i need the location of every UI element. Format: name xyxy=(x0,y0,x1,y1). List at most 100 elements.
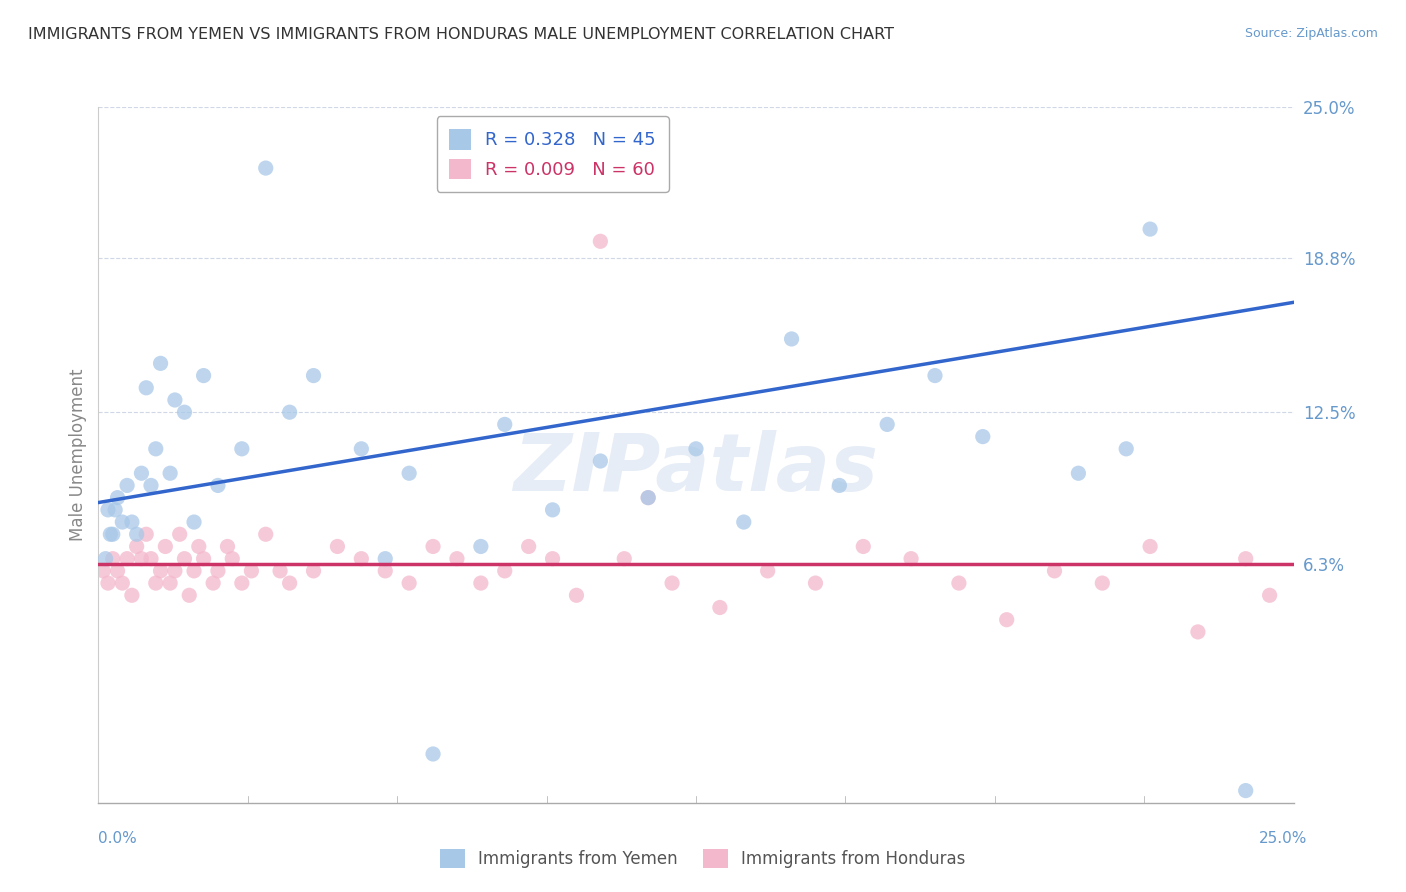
Point xyxy=(637,491,659,505)
Point xyxy=(139,551,162,566)
Point xyxy=(139,478,162,492)
Text: Source: ZipAtlas.com: Source: ZipAtlas.com xyxy=(1244,27,1378,40)
Point xyxy=(541,503,564,517)
Point xyxy=(254,161,277,175)
Point xyxy=(121,588,143,602)
Point xyxy=(613,551,636,566)
Point xyxy=(97,503,120,517)
Point xyxy=(145,576,167,591)
Point xyxy=(111,576,134,591)
Point xyxy=(852,540,875,554)
Point xyxy=(661,576,683,591)
Point xyxy=(470,540,492,554)
Point xyxy=(780,332,803,346)
Point xyxy=(1234,551,1257,566)
Point xyxy=(1258,588,1281,602)
Text: 0.0%: 0.0% xyxy=(98,831,138,846)
Point xyxy=(149,356,172,370)
Point xyxy=(1115,442,1137,456)
Point xyxy=(159,467,181,481)
Point xyxy=(131,551,153,566)
Point xyxy=(756,564,779,578)
Point xyxy=(302,368,325,383)
Point xyxy=(541,551,564,566)
Point xyxy=(135,381,157,395)
Point xyxy=(107,564,129,578)
Point xyxy=(494,417,516,432)
Point xyxy=(374,551,396,566)
Point xyxy=(269,564,291,578)
Legend: Immigrants from Yemen, Immigrants from Honduras: Immigrants from Yemen, Immigrants from H… xyxy=(433,842,973,875)
Point xyxy=(163,392,186,407)
Point xyxy=(733,515,755,529)
Point xyxy=(115,551,138,566)
Point xyxy=(221,551,243,566)
Point xyxy=(104,503,127,517)
Point xyxy=(187,540,209,554)
Point xyxy=(637,491,659,505)
Point xyxy=(131,467,153,481)
Point xyxy=(115,478,138,492)
Point xyxy=(494,564,516,578)
Point xyxy=(972,429,994,443)
Point xyxy=(422,540,444,554)
Point xyxy=(149,564,172,578)
Point xyxy=(995,613,1018,627)
Point xyxy=(1187,624,1209,639)
Y-axis label: Male Unemployment: Male Unemployment xyxy=(69,368,87,541)
Point xyxy=(169,527,191,541)
Point xyxy=(217,540,239,554)
Point xyxy=(900,551,922,566)
Point xyxy=(125,540,148,554)
Point xyxy=(173,405,195,419)
Text: 25.0%: 25.0% xyxy=(1260,831,1308,846)
Point xyxy=(163,564,186,578)
Point xyxy=(1139,540,1161,554)
Point xyxy=(565,588,588,602)
Point xyxy=(398,576,420,591)
Point xyxy=(517,540,540,554)
Point xyxy=(155,540,177,554)
Point xyxy=(350,442,373,456)
Point xyxy=(101,551,124,566)
Point xyxy=(111,515,134,529)
Point xyxy=(876,417,898,432)
Point xyxy=(207,564,229,578)
Point xyxy=(589,454,612,468)
Point xyxy=(94,551,117,566)
Point xyxy=(231,576,253,591)
Point xyxy=(183,564,205,578)
Point xyxy=(1067,467,1090,481)
Point xyxy=(91,564,114,578)
Point xyxy=(121,515,143,529)
Point xyxy=(828,478,851,492)
Point xyxy=(107,491,129,505)
Point xyxy=(1234,783,1257,797)
Point xyxy=(159,576,181,591)
Point xyxy=(1091,576,1114,591)
Point xyxy=(145,442,167,456)
Point xyxy=(1139,222,1161,236)
Point xyxy=(709,600,731,615)
Point xyxy=(135,527,157,541)
Point xyxy=(207,478,229,492)
Point xyxy=(1043,564,1066,578)
Point xyxy=(101,527,124,541)
Point xyxy=(302,564,325,578)
Point xyxy=(193,368,215,383)
Point xyxy=(179,588,201,602)
Point xyxy=(240,564,263,578)
Point xyxy=(97,576,120,591)
Point xyxy=(948,576,970,591)
Legend: R = 0.328   N = 45, R = 0.009   N = 60: R = 0.328 N = 45, R = 0.009 N = 60 xyxy=(436,116,669,192)
Point xyxy=(924,368,946,383)
Point xyxy=(685,442,707,456)
Text: ZIPatlas: ZIPatlas xyxy=(513,430,879,508)
Point xyxy=(374,564,396,578)
Text: IMMIGRANTS FROM YEMEN VS IMMIGRANTS FROM HONDURAS MALE UNEMPLOYMENT CORRELATION : IMMIGRANTS FROM YEMEN VS IMMIGRANTS FROM… xyxy=(28,27,894,42)
Point xyxy=(470,576,492,591)
Point xyxy=(350,551,373,566)
Point xyxy=(398,467,420,481)
Point xyxy=(254,527,277,541)
Point xyxy=(589,235,612,249)
